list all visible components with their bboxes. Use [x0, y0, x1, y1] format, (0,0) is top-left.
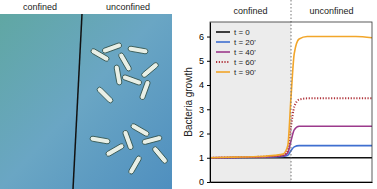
y-tick: 2 [199, 129, 210, 139]
bacterium [122, 74, 143, 86]
plot: confinedunconfined0123456t = 0t = 20't =… [199, 0, 373, 187]
image-label: unconfined [106, 2, 150, 12]
y-tick-label: 1 [199, 153, 204, 163]
micrograph-header [0, 0, 172, 14]
region-label: confined [233, 6, 267, 16]
y-tick-mark [207, 158, 210, 159]
y-axis-line [210, 23, 211, 183]
series-line [210, 37, 372, 158]
legend-label: t = 60' [234, 58, 256, 67]
x-axis [211, 182, 373, 183]
y-tick-mark [207, 85, 210, 86]
bacterium [114, 65, 122, 86]
bacterium [139, 80, 151, 101]
bacterium [128, 155, 142, 175]
bacterium [96, 86, 114, 104]
legend-label: t = 90' [234, 68, 256, 77]
bacterium [102, 42, 123, 54]
figure: confined unconfined confined unconfined 0 1 2 3… [0, 0, 377, 189]
y-tick-label: 0 [199, 177, 204, 187]
micrograph [0, 0, 172, 189]
y-tick-label: 2 [199, 129, 204, 139]
legend-swatch [216, 61, 230, 63]
y-axis: 0 1 2 3 4 5 6 [199, 23, 211, 188]
y-tick-mark [207, 37, 210, 38]
bacterium [128, 46, 149, 54]
legend-swatch [216, 71, 230, 73]
y-tick-mark [207, 182, 210, 183]
bacterium [152, 146, 169, 165]
bacterium [141, 62, 160, 79]
bacterium [142, 135, 163, 145]
y-tick-label: 4 [199, 80, 204, 90]
x-axis-line [211, 182, 373, 183]
region-label: unconfined [309, 6, 353, 16]
bacterium [90, 136, 111, 144]
legend-entry: t = 20' [216, 38, 256, 47]
y-tick-mark [207, 134, 210, 135]
y-tick: 4 [199, 80, 210, 90]
legend-label: t = 40' [234, 48, 256, 57]
y-tick-mark [207, 61, 210, 62]
legend-swatch [216, 41, 230, 43]
region-separator [291, 0, 292, 182]
micrograph-background [0, 0, 172, 189]
y-tick-label: 5 [199, 56, 204, 66]
y-tick-mark [207, 109, 210, 110]
y-tick-label: 6 [199, 32, 204, 42]
bacterium [130, 123, 150, 137]
legend-entry: t = 90' [216, 68, 256, 77]
y-axis-title: Bacteria growth [183, 67, 194, 136]
legend-entry: t = 0 [216, 28, 250, 37]
y-tick: 6 [199, 32, 210, 42]
legend-swatch [216, 51, 230, 53]
legend: t = 0t = 20't = 40't = 60't = 90' [216, 28, 256, 77]
y-tick: 1 [199, 153, 210, 163]
bacterium [105, 143, 125, 157]
boundary-line [73, 14, 82, 189]
legend-entry: t = 60' [216, 58, 256, 67]
image-label: confined [23, 2, 57, 12]
y-tick-label: 3 [199, 105, 204, 115]
y-tick: 3 [199, 105, 210, 115]
legend-entry: t = 40' [216, 48, 256, 57]
legend-label: t = 20' [234, 38, 256, 47]
legend-label: t = 0 [234, 28, 250, 37]
y-tick: 5 [199, 56, 210, 66]
legend-swatch [216, 31, 230, 33]
y-tick: 0 [199, 177, 210, 187]
bacterium [118, 52, 132, 72]
plot-frame [210, 22, 372, 182]
